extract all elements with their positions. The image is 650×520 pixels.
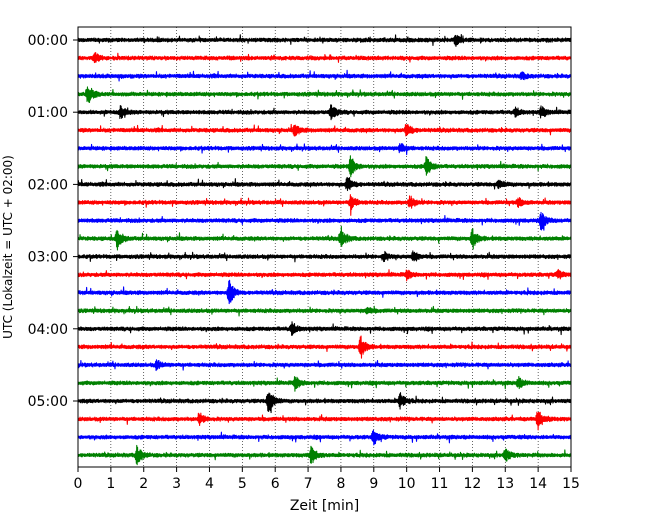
trace-0500 <box>77 392 572 414</box>
trace-0015 <box>77 52 572 64</box>
x-tick-label: 3 <box>172 476 181 492</box>
trace-0030 <box>77 69 572 82</box>
y-tick-label: 01:00 <box>28 105 68 121</box>
x-tick-label: 4 <box>205 476 214 492</box>
trace-0145 <box>77 155 572 178</box>
y-tick-label: 02:00 <box>28 177 68 193</box>
x-tick-label: 0 <box>74 476 83 492</box>
y-tick-label: 00:00 <box>28 33 68 49</box>
x-axis-label: Zeit [min] <box>290 498 359 514</box>
y-tick-label: 05:00 <box>28 394 68 410</box>
trace-0000 <box>77 34 572 47</box>
x-tick-label: 6 <box>271 476 280 492</box>
trace-0115 <box>77 123 572 137</box>
traces <box>77 34 572 466</box>
x-tick-label: 10 <box>398 476 416 492</box>
plot-frame <box>77 26 572 468</box>
trace-0515 <box>77 411 572 431</box>
x-tick-label: 12 <box>463 476 481 492</box>
trace-0230 <box>77 211 572 231</box>
y-axis-ticks: 00:00 01:00 02:00 03:00 04:00 05:00 <box>28 33 78 410</box>
x-tick-label: 11 <box>431 476 449 492</box>
x-tick-label: 15 <box>562 476 580 492</box>
trace-0315 <box>77 268 572 282</box>
trace-0415 <box>77 335 572 359</box>
x-tick-label: 1 <box>106 476 115 492</box>
y-tick-label: 04:00 <box>28 322 68 338</box>
trace-0215 <box>77 194 572 216</box>
trace-0300 <box>77 250 572 263</box>
x-axis-ticks: 0 1 2 3 4 5 6 7 8 9 10 11 12 13 14 15 <box>74 467 580 492</box>
trace-0130 <box>77 143 572 156</box>
y-axis-label: UTC (Lokalzeit = UTC + 02:00) <box>1 155 15 339</box>
x-grid-lines <box>110 27 539 467</box>
trace-0100 <box>77 104 572 121</box>
x-tick-label: 7 <box>304 476 313 492</box>
trace-0445 <box>77 375 572 392</box>
trace-0545 <box>77 444 572 466</box>
trace-0245 <box>77 225 572 251</box>
x-tick-label: 13 <box>496 476 514 492</box>
x-tick-label: 14 <box>529 476 547 492</box>
trace-0200 <box>77 176 572 192</box>
x-tick-label: 2 <box>139 476 148 492</box>
trace-0345 <box>77 305 572 317</box>
trace-0530 <box>77 429 572 446</box>
x-tick-label: 9 <box>369 476 378 492</box>
trace-0330 <box>77 279 572 305</box>
x-tick-label: 8 <box>336 476 345 492</box>
trace-0430 <box>77 359 572 372</box>
y-tick-label: 03:00 <box>28 250 68 266</box>
trace-0045 <box>77 86 572 104</box>
trace-0400 <box>77 321 572 336</box>
x-tick-label: 5 <box>238 476 247 492</box>
